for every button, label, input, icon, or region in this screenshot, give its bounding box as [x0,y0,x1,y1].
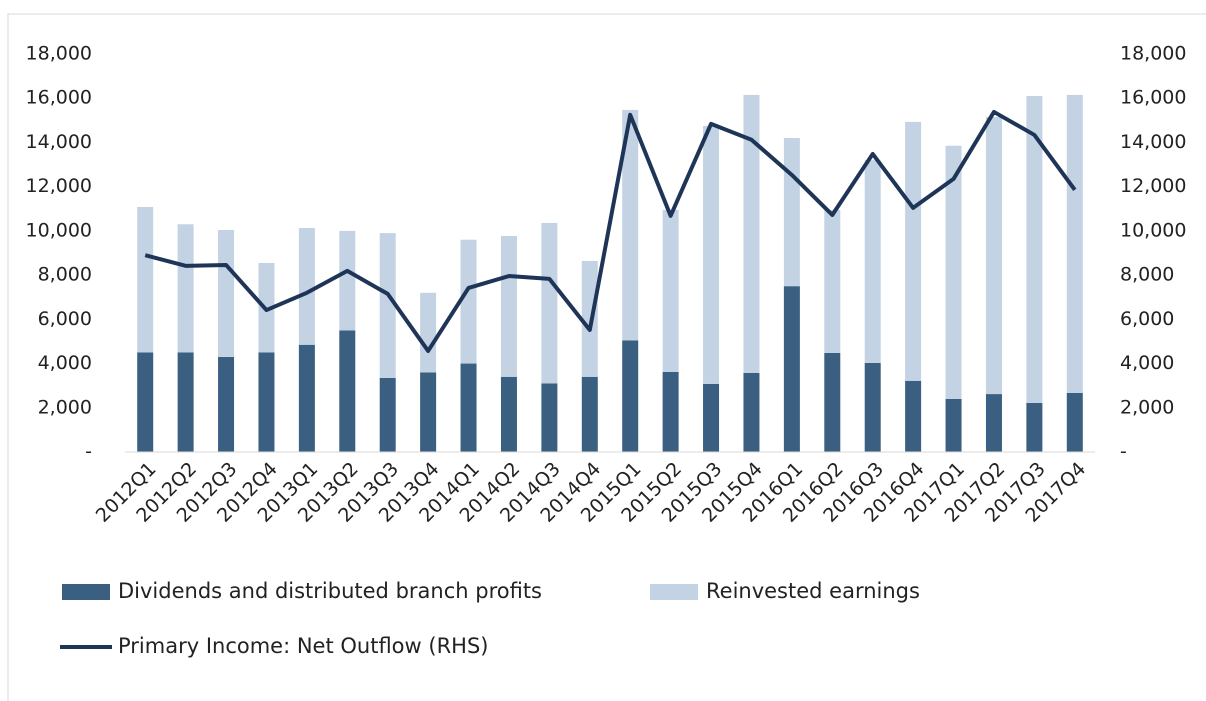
bar [1026,402,1043,452]
bar [177,224,194,353]
bar [945,398,962,452]
legend-swatch [650,584,698,600]
y-tick-label: 6,000 [38,308,92,330]
chart-border [7,13,1206,701]
bar [258,352,275,452]
bar [1026,96,1043,403]
bar [783,138,800,287]
y2-tick-label: - [1120,441,1127,463]
bar [662,371,679,452]
bar [703,383,720,452]
bar [420,372,437,452]
bar [298,228,315,345]
bar [864,160,881,363]
y2-tick-label: 12,000 [1120,175,1186,197]
bar [177,352,194,452]
bar [460,363,477,452]
bar [945,145,962,399]
bar [783,286,800,452]
y2-tick-label: 16,000 [1120,87,1186,109]
bar [905,121,922,381]
bar [905,380,922,452]
bar [1066,94,1083,393]
y-tick-label: 16,000 [26,87,92,109]
y2-tick-label: 8,000 [1120,264,1174,286]
bar [137,207,154,353]
bar [541,383,558,452]
y2-tick-label: 2,000 [1120,396,1174,418]
bar [985,117,1002,395]
legend-label: Reinvested earnings [706,579,920,603]
bar [298,344,315,452]
y2-tick-label: 18,000 [1120,43,1186,65]
bar [218,356,235,452]
bar [379,233,396,378]
bar [218,230,235,357]
bar [743,372,760,452]
y2-tick-label: 6,000 [1120,308,1174,330]
y-tick-label: 18,000 [26,43,92,65]
legend-label: Primary Income: Net Outflow (RHS) [118,634,488,658]
bar [339,330,356,452]
y2-tick-label: 4,000 [1120,352,1174,374]
bar [500,235,517,377]
legend-swatch [62,584,110,600]
bar [420,292,437,373]
bar [460,239,477,364]
bar [864,362,881,452]
y2-tick-label: 10,000 [1120,219,1186,241]
bar [743,94,760,373]
legend-label: Dividends and distributed branch profits [118,579,542,603]
bar [703,125,720,384]
bar [581,260,598,377]
y-tick-label: 4,000 [38,352,92,374]
y-tick-label: 2,000 [38,396,92,418]
bar [500,376,517,452]
bar [824,209,841,353]
bar [662,209,679,372]
y2-tick-label: 14,000 [1120,131,1186,153]
y-tick-label: 12,000 [26,175,92,197]
bar [824,352,841,452]
bar [339,230,356,331]
bar [622,109,639,341]
bar [622,340,639,452]
y-tick-label: 14,000 [26,131,92,153]
bar [985,394,1002,452]
bar [1066,392,1083,452]
y-tick-label: 10,000 [26,219,92,241]
bar [541,222,558,384]
line [144,109,1077,353]
bar [581,376,598,452]
y-tick-label: 8,000 [38,264,92,286]
y-tick-label: - [85,441,92,463]
bar [379,377,396,452]
bar [137,352,154,452]
